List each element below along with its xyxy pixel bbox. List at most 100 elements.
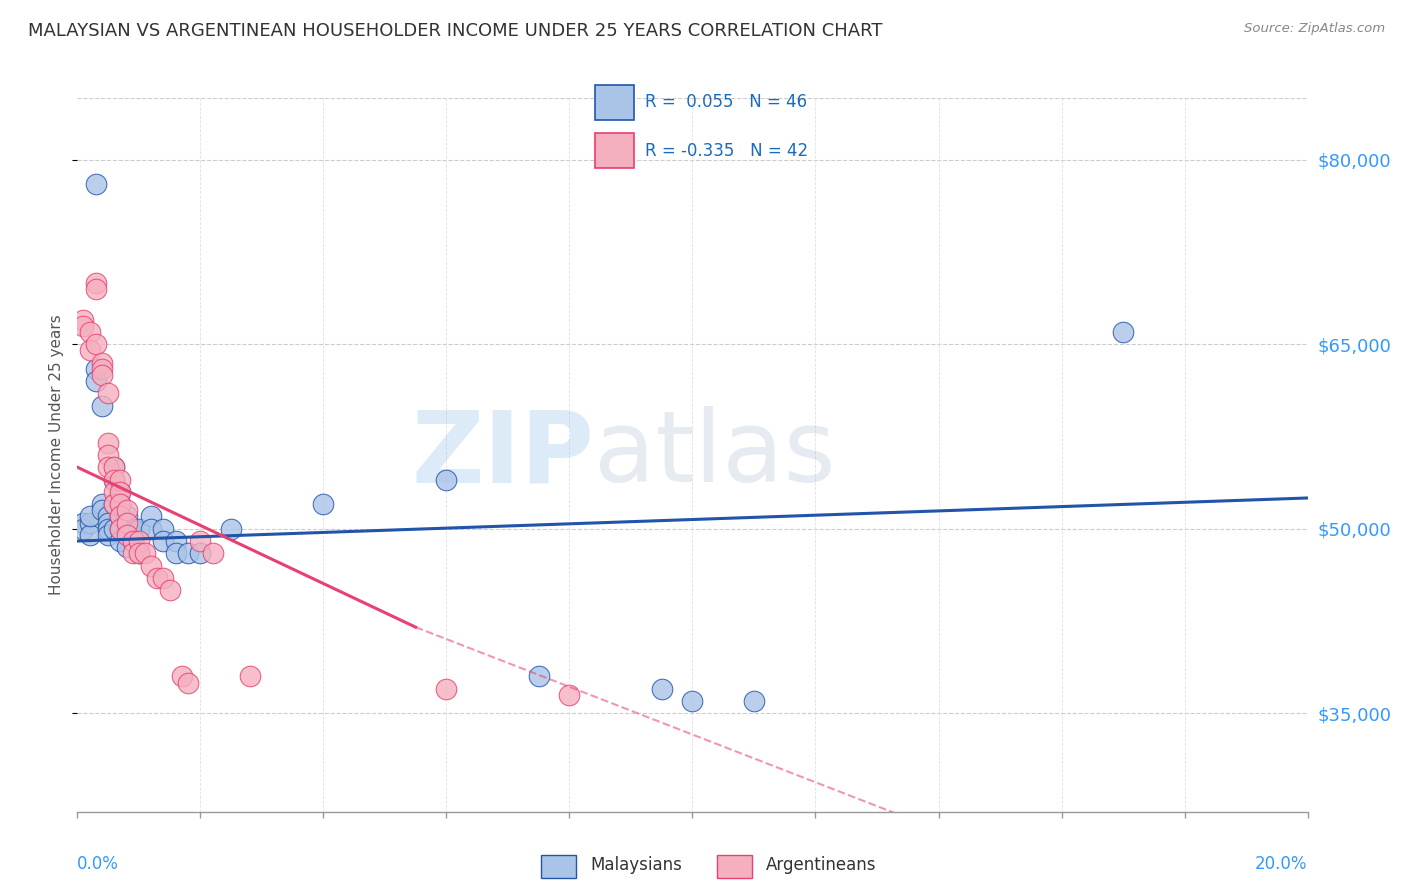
Text: atlas: atlas	[595, 407, 835, 503]
Point	[115, 503, 138, 517]
Point	[188, 534, 212, 549]
Point	[121, 546, 143, 560]
Point	[201, 546, 224, 560]
Point	[110, 497, 132, 511]
Point	[103, 460, 125, 475]
Point	[84, 178, 107, 192]
Point	[239, 669, 262, 683]
Point	[90, 361, 114, 376]
Point	[115, 528, 138, 542]
Point	[103, 497, 125, 511]
Point	[141, 509, 163, 524]
Point	[72, 522, 94, 536]
Point	[436, 473, 458, 487]
Point	[84, 361, 107, 376]
Point	[79, 343, 101, 358]
Point	[1112, 325, 1135, 339]
Text: R =  0.055   N = 46: R = 0.055 N = 46	[645, 94, 807, 112]
Point	[128, 546, 150, 560]
Point	[219, 522, 242, 536]
Point	[110, 509, 132, 524]
Point	[121, 534, 143, 549]
Point	[84, 282, 107, 296]
Text: R = -0.335   N = 42: R = -0.335 N = 42	[645, 142, 808, 160]
Point	[651, 681, 673, 696]
Point	[146, 571, 169, 585]
Point	[110, 484, 132, 499]
Point	[79, 516, 101, 530]
Point	[103, 460, 125, 475]
Point	[84, 276, 107, 290]
Point	[90, 368, 114, 382]
Point	[90, 503, 114, 517]
Point	[128, 522, 150, 536]
Point	[742, 694, 765, 708]
Point	[103, 473, 125, 487]
Point	[159, 583, 181, 598]
Point	[103, 522, 125, 536]
Point	[72, 318, 94, 333]
Point	[177, 675, 200, 690]
Text: 20.0%: 20.0%	[1256, 855, 1308, 872]
Point	[97, 516, 120, 530]
Text: Argentineans: Argentineans	[766, 856, 877, 874]
FancyBboxPatch shape	[595, 133, 634, 168]
Point	[128, 546, 150, 560]
FancyBboxPatch shape	[595, 85, 634, 120]
Point	[115, 540, 138, 554]
Point	[110, 473, 132, 487]
FancyBboxPatch shape	[717, 855, 752, 878]
Point	[165, 546, 187, 560]
Point	[97, 509, 120, 524]
Point	[90, 497, 114, 511]
Point	[103, 497, 125, 511]
Point	[97, 386, 120, 401]
Point	[110, 484, 132, 499]
Point	[141, 522, 163, 536]
Point	[115, 509, 138, 524]
Point	[170, 669, 193, 683]
Point	[97, 448, 120, 462]
Point	[558, 688, 581, 702]
Point	[134, 546, 156, 560]
Point	[115, 516, 138, 530]
Text: ZIP: ZIP	[411, 407, 595, 503]
Point	[79, 509, 101, 524]
Text: Source: ZipAtlas.com: Source: ZipAtlas.com	[1244, 22, 1385, 36]
Point	[152, 534, 174, 549]
Point	[152, 522, 174, 536]
Point	[141, 558, 163, 573]
Point	[121, 534, 143, 549]
Point	[110, 497, 132, 511]
Point	[682, 694, 704, 708]
Text: Malaysians: Malaysians	[591, 856, 682, 874]
FancyBboxPatch shape	[541, 855, 576, 878]
Y-axis label: Householder Income Under 25 years: Householder Income Under 25 years	[49, 315, 65, 595]
Point	[527, 669, 550, 683]
Point	[110, 522, 132, 536]
Text: MALAYSIAN VS ARGENTINEAN HOUSEHOLDER INCOME UNDER 25 YEARS CORRELATION CHART: MALAYSIAN VS ARGENTINEAN HOUSEHOLDER INC…	[28, 22, 883, 40]
Point	[79, 325, 101, 339]
Point	[97, 528, 120, 542]
Point	[79, 528, 101, 542]
Point	[128, 534, 150, 549]
Point	[97, 460, 120, 475]
Point	[90, 356, 114, 370]
Point	[165, 534, 187, 549]
Point	[84, 337, 107, 351]
Point	[110, 522, 132, 536]
Point	[436, 681, 458, 696]
Text: 0.0%: 0.0%	[77, 855, 120, 872]
Point	[110, 534, 132, 549]
Point	[103, 473, 125, 487]
Point	[84, 374, 107, 388]
Point	[188, 546, 212, 560]
Point	[72, 516, 94, 530]
Point	[115, 522, 138, 536]
Point	[121, 522, 143, 536]
Point	[97, 435, 120, 450]
Point	[152, 571, 174, 585]
Point	[103, 484, 125, 499]
Point	[177, 546, 200, 560]
Point	[72, 312, 94, 326]
